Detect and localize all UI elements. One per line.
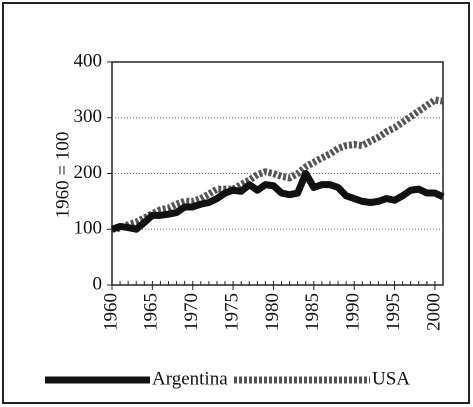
x-tick-label: 1965	[141, 293, 162, 331]
x-tick-label: 1995	[383, 293, 404, 331]
legend-label: USA	[372, 368, 410, 389]
y-tick-label: 300	[74, 106, 103, 127]
x-tick-label: 1990	[343, 293, 364, 331]
x-tick-label: 2000	[423, 293, 444, 331]
x-tick-label: 1985	[302, 293, 323, 331]
y-axis-label: 1960 = 100	[52, 132, 73, 219]
x-tick-label: 1960	[100, 293, 121, 331]
legend-label: Argentina	[152, 368, 228, 389]
y-tick-label: 200	[74, 162, 103, 183]
line-0	[110, 170, 445, 233]
y-tick-label: 0	[93, 273, 103, 294]
line-1	[111, 96, 444, 233]
x-tick-label: 1980	[262, 293, 283, 331]
y-tick-label: 400	[74, 50, 103, 71]
x-tick-label: 1970	[181, 293, 202, 331]
x-tick-label: 1975	[221, 293, 242, 331]
frame	[2, 2, 470, 404]
y-tick-label: 100	[74, 218, 103, 239]
